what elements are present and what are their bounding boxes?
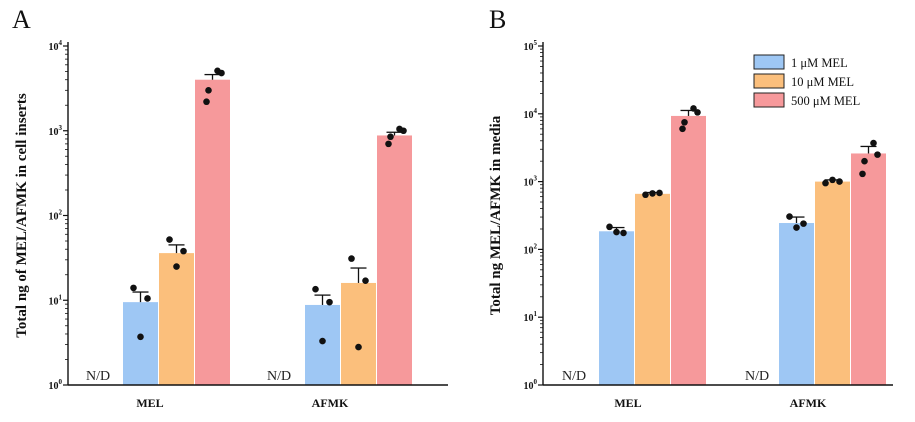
data-point [203, 98, 210, 106]
y-tick-label: 102 [524, 242, 538, 256]
y-axis-label: Total ng MEL/AFMK in media [488, 115, 504, 315]
y-tick-label: 103 [524, 175, 538, 189]
y-tick-label: 101 [524, 310, 538, 324]
legend-swatch [753, 73, 785, 89]
data-point [649, 190, 656, 197]
data-point [180, 247, 187, 255]
nd-label: N/D [267, 369, 291, 384]
bar-afmk-series-2 [341, 282, 376, 385]
data-point [656, 189, 663, 197]
data-point [829, 176, 836, 184]
data-point [218, 69, 225, 77]
data-point [130, 284, 137, 292]
x-category-label: MEL [136, 396, 163, 410]
legend-swatch [753, 54, 785, 70]
bar-afmk-series-1 [305, 304, 340, 385]
data-point [613, 228, 620, 236]
data-point [385, 140, 392, 148]
data-point [694, 109, 701, 116]
bar-afmk-series-1 [779, 223, 814, 385]
data-point [400, 127, 407, 135]
y-tick-label: 100 [524, 378, 538, 392]
x-category-label: AFMK [790, 396, 827, 410]
legend-entry: 10 μM MEL [791, 75, 854, 89]
data-point [859, 170, 866, 178]
x-category-label: AFMK [312, 396, 349, 410]
data-point [319, 337, 326, 345]
data-point [348, 255, 355, 262]
nd-label: N/D [86, 369, 110, 384]
data-point [387, 133, 394, 141]
nd-label: N/D [745, 369, 769, 384]
y-tick-label: 104 [49, 39, 63, 53]
panel-A: A Total ng of MEL/AFMK in cell inserts 100… [12, 5, 448, 410]
data-point [679, 125, 686, 133]
data-point [793, 224, 800, 231]
data-point [822, 179, 829, 187]
bar-mel-series-1 [599, 231, 634, 385]
data-point [874, 151, 881, 158]
nd-label: N/D [562, 369, 586, 384]
data-point [205, 87, 212, 94]
data-point [362, 277, 369, 285]
y-tick-label: 104 [524, 107, 538, 121]
y-tick-label: 102 [49, 209, 63, 223]
x-category-label: MEL [614, 396, 641, 410]
data-point [355, 343, 362, 351]
legend-swatch [753, 92, 785, 108]
data-point [620, 229, 627, 237]
data-point [312, 285, 319, 293]
bar-mel-series-2 [635, 193, 670, 385]
data-point [166, 236, 173, 243]
legend: 1 μM MEL 10 μM MEL 500 μM MEL [753, 54, 860, 108]
data-point [137, 333, 144, 341]
data-point [642, 191, 649, 199]
y-axis-label: Total ng of MEL/AFMK in cell inserts [14, 93, 30, 338]
data-point [836, 178, 843, 185]
panel-label: A [12, 5, 31, 34]
data-point [606, 223, 613, 231]
y-tick-label: 101 [49, 293, 63, 307]
panel-B: B Total ng MEL/AFMK in media 100 101 102 103 1… [488, 5, 893, 410]
y-tick-label: 100 [49, 378, 63, 392]
data-point [173, 263, 180, 270]
y-tick-label: 105 [524, 39, 538, 53]
legend-entry: 500 μM MEL [791, 94, 860, 108]
bar-mel-series-3 [671, 115, 706, 385]
bar-afmk-series-3 [377, 135, 412, 385]
data-point [786, 213, 793, 220]
bar-mel-series-2 [159, 253, 194, 385]
data-point [681, 118, 688, 126]
legend-entry: 1 μM MEL [791, 56, 848, 70]
bar-afmk-series-2 [815, 181, 850, 385]
bar-afmk-series-3 [851, 153, 886, 385]
data-point [870, 139, 877, 147]
bar-mel-series-1 [123, 302, 158, 385]
data-point [144, 295, 151, 302]
data-point [326, 298, 333, 306]
panel-label: B [489, 5, 506, 34]
y-tick-label: 103 [49, 124, 63, 138]
bar-mel-series-3 [195, 79, 230, 386]
data-point [800, 220, 807, 227]
data-point [861, 157, 868, 165]
